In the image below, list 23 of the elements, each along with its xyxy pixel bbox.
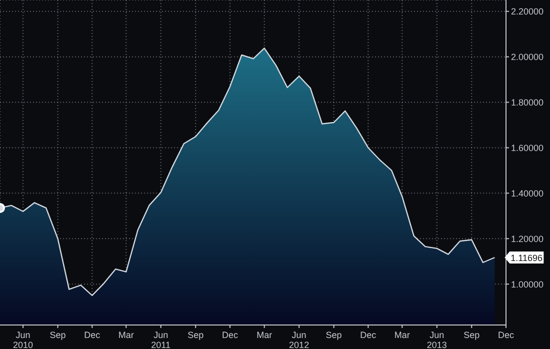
- x-tick-label: Dec: [222, 330, 238, 340]
- x-tick-label: Mar: [118, 330, 134, 340]
- y-tick-label: 1.00000: [511, 279, 544, 290]
- x-tick-label: Jun 2012: [289, 330, 310, 349]
- x-tick-label: Jun 2010: [13, 330, 34, 349]
- y-tick-label: 1.60000: [511, 142, 544, 153]
- x-tick-label: Jun 2013: [426, 330, 447, 349]
- x-tick-label: Sep: [326, 330, 342, 340]
- y-tick-label: 1.80000: [511, 97, 544, 108]
- x-tick-label: Jun 2011: [151, 330, 171, 349]
- y-tick-label: 2.00000: [511, 52, 544, 62]
- x-tick-label: Sep: [188, 330, 204, 340]
- x-tick-label: Dec: [498, 330, 514, 340]
- x-tick-label: Dec: [84, 330, 101, 340]
- y-tick-label: 1.20000: [511, 234, 544, 244]
- annotation: 1.11696: [510, 253, 543, 263]
- x-tick-label: Dec: [360, 330, 377, 340]
- y-tick-label: 1.40000: [511, 188, 544, 198]
- x-tick-label: Sep: [464, 330, 480, 340]
- x-tick-label: Mar: [394, 330, 410, 340]
- x-tick-label: Sep: [50, 330, 66, 340]
- y-tick-label: 2.20000: [511, 6, 544, 17]
- x-tick-label: Mar: [256, 330, 272, 340]
